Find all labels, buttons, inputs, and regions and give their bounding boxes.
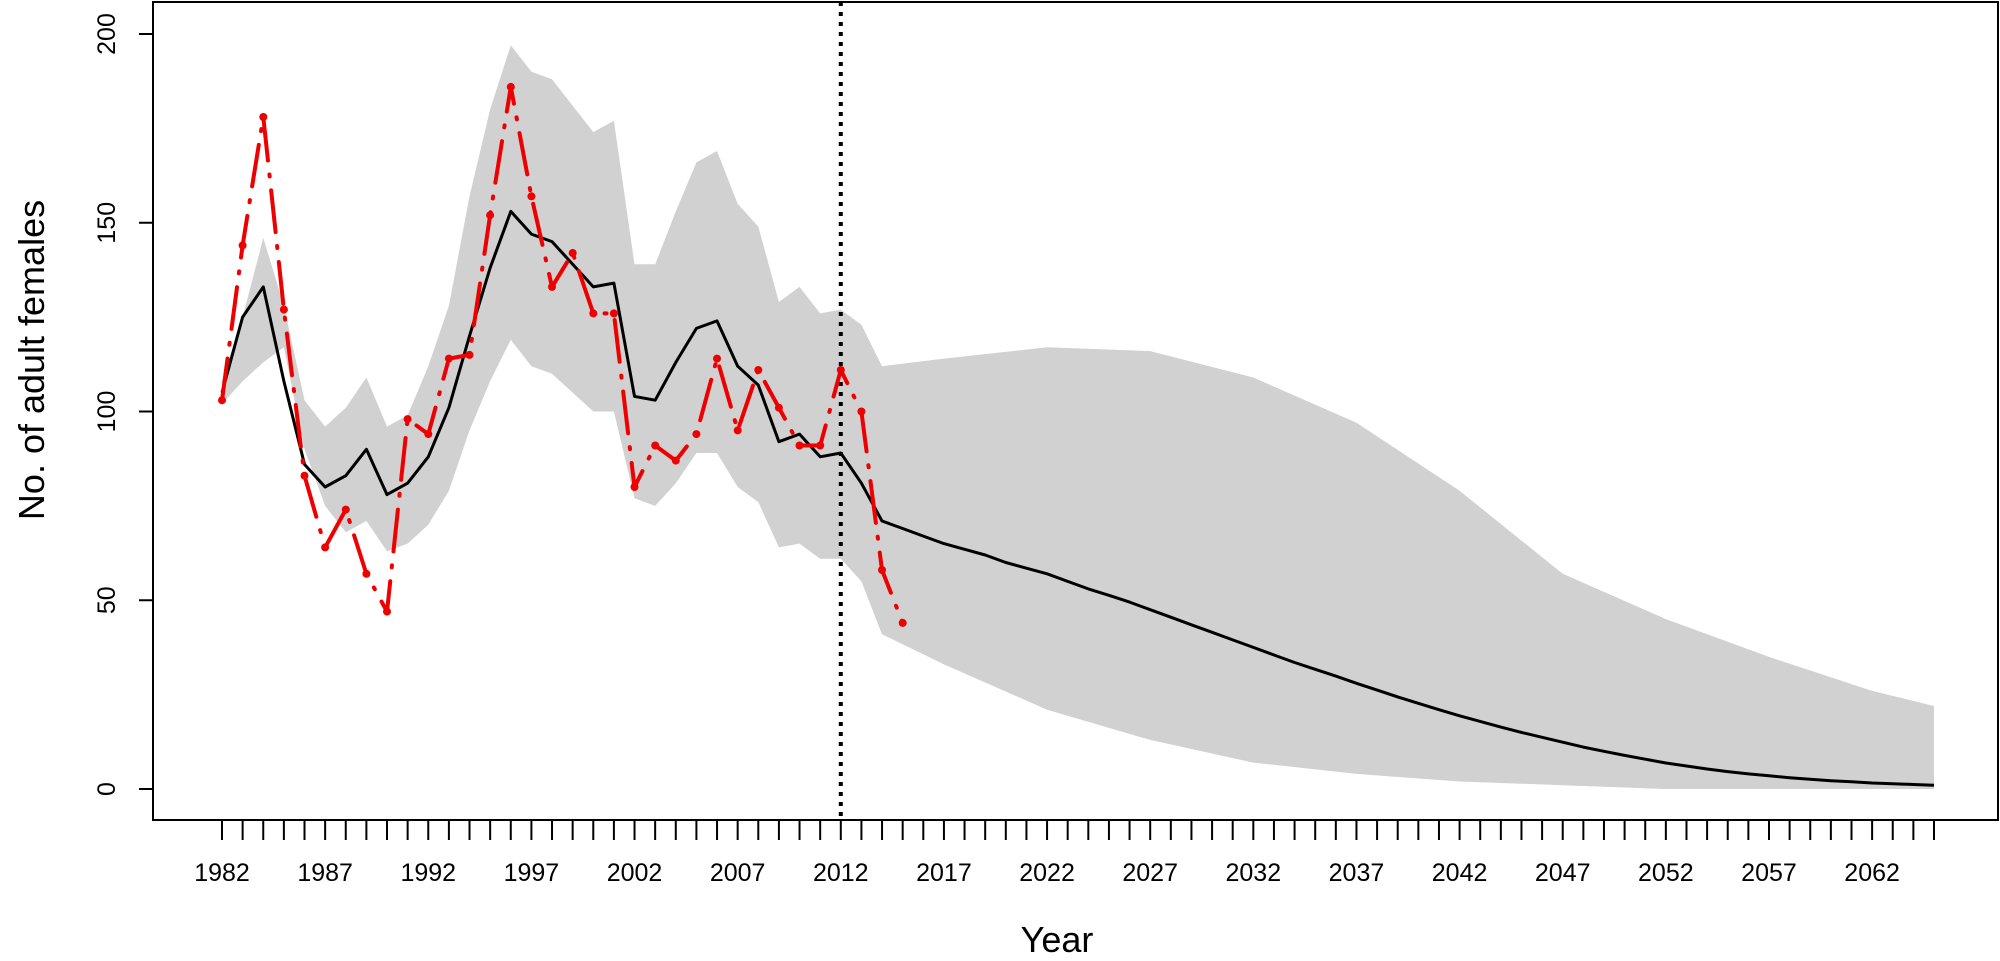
x-tick-label: 2002: [607, 859, 663, 887]
series-layer: [218, 82, 1935, 787]
series-2-point: [795, 441, 804, 450]
series-2-point: [383, 607, 391, 616]
series-line-1: [220, 209, 1935, 787]
series-2-point: [465, 350, 474, 359]
series-2-point: [774, 403, 783, 412]
x-tick-label: 2027: [1122, 859, 1178, 887]
series-2-point: [713, 354, 721, 363]
y-axis-title: No. of adult females: [11, 200, 52, 520]
series-2-point: [238, 241, 247, 250]
x-tick-label: 2047: [1535, 859, 1591, 887]
series-2-point: [548, 282, 556, 291]
x-tick-label: 2022: [1019, 859, 1075, 887]
series-2-point: [630, 483, 639, 491]
x-tick-label: 2057: [1741, 859, 1797, 887]
series-2-point: [589, 309, 598, 318]
series-2-point: [836, 366, 845, 374]
series-2-point: [733, 426, 742, 435]
x-tick-label: 2052: [1638, 859, 1694, 887]
series-2-point: [878, 566, 886, 574]
x-tick-label: 2062: [1844, 859, 1900, 887]
series-2-point: [300, 471, 309, 480]
series-2-point: [568, 249, 577, 257]
series-2-point: [898, 618, 907, 627]
series-2-point: [486, 211, 495, 220]
series-2-point: [341, 505, 350, 514]
x-tick-label: 2007: [710, 859, 766, 887]
confidence-band-layer: [222, 45, 1934, 790]
series-2-point: [506, 82, 515, 91]
y-tick-label: 100: [93, 391, 121, 433]
x-tick-label: 2037: [1329, 859, 1385, 887]
series-2-point: [651, 441, 660, 450]
series-line-2: [220, 84, 905, 625]
series-2-point: [609, 309, 618, 318]
confidence-band: [222, 45, 1934, 790]
x-tick-label: 2032: [1226, 859, 1282, 887]
x-axis-title: Year: [1021, 919, 1094, 960]
x-tick-label: 1987: [297, 859, 353, 887]
y-tick-label: 50: [93, 586, 121, 614]
series-2-point: [857, 407, 866, 416]
series-2-point: [218, 396, 226, 405]
series-2-point: [279, 305, 288, 314]
series-2-point: [816, 441, 825, 450]
axes-layer: 0 50 100 150 200 1982 1987 1992 1997 2002 2007 2012…: [93, 1, 1999, 887]
series-2-point: [362, 569, 371, 578]
series-2-point: [692, 430, 701, 439]
x-tick-label: 1997: [504, 859, 560, 887]
y-tick-label: 200: [93, 13, 121, 55]
series-2-point: [424, 430, 433, 439]
x-tick-label: 2042: [1432, 859, 1488, 887]
x-tick-label: 1982: [194, 859, 250, 887]
series-2-point: [527, 192, 536, 201]
series-2-point: [754, 366, 763, 374]
x-tick-label: 1992: [400, 859, 456, 887]
series-2-point: [671, 456, 680, 465]
y-tick-label: 150: [93, 202, 121, 244]
y-tick-label: 0: [93, 782, 121, 796]
x-tick-label: 2017: [916, 859, 972, 887]
series-2-point: [403, 415, 412, 424]
series-2-point: [321, 543, 330, 552]
series-2-point: [259, 113, 268, 121]
series-2-point: [444, 354, 453, 363]
x-tick-label: 2012: [813, 859, 869, 887]
